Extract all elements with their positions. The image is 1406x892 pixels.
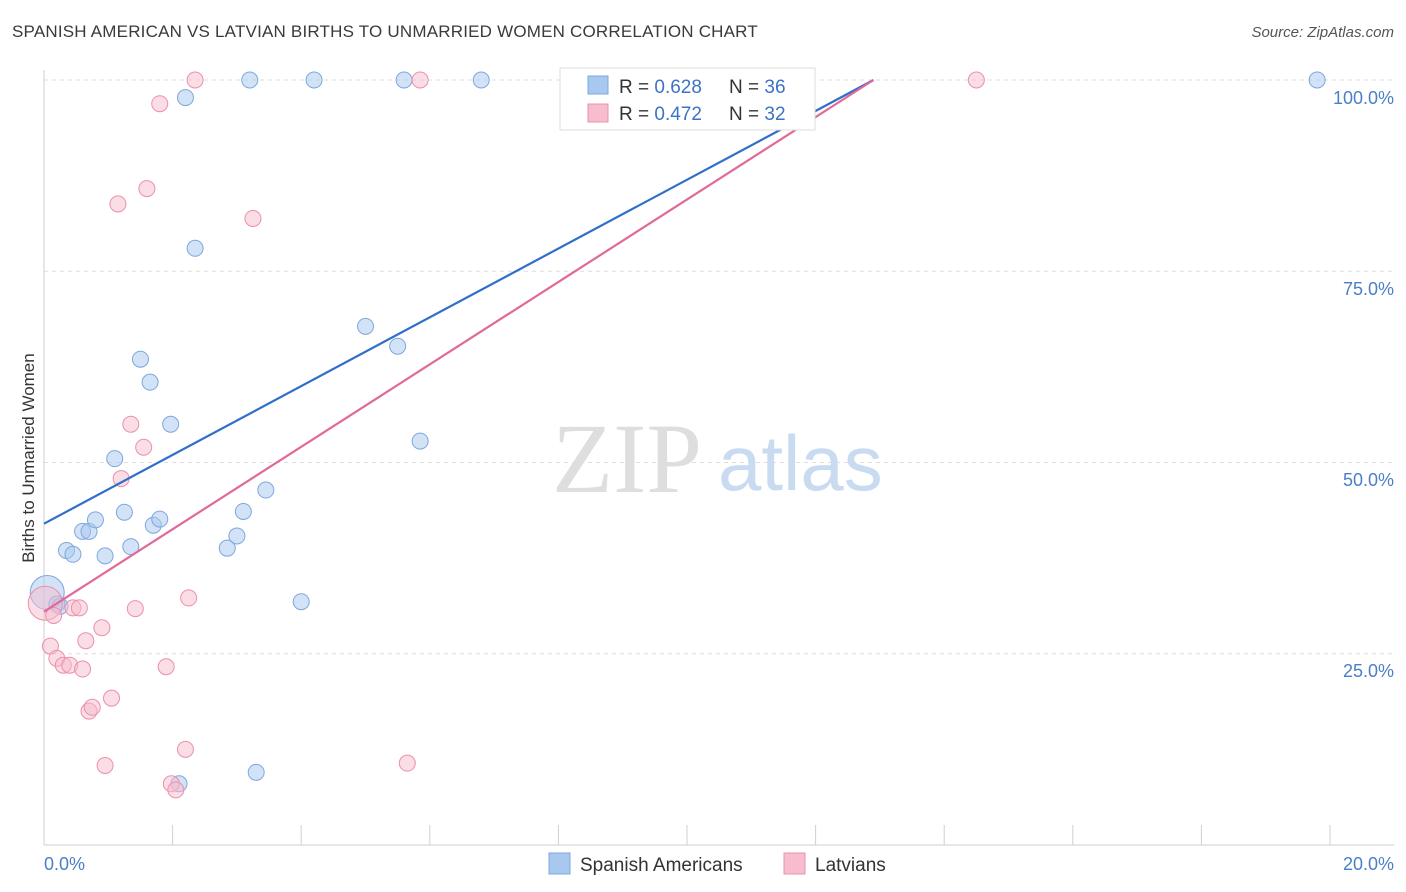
- spanish-americans-point-14: [151, 510, 169, 528]
- spanish-americans-point-29: [395, 71, 413, 89]
- spanish-americans-point-11: [131, 350, 149, 368]
- latvians-point-18: [135, 438, 153, 456]
- legend-r-value-0: 0.628: [654, 77, 702, 98]
- bottom-legend-swatch-latvians: [783, 852, 806, 875]
- x-tick-label-max: 20.0%: [1343, 854, 1394, 874]
- spanish-americans-point-17: [176, 89, 194, 107]
- latvians-point-21: [157, 658, 175, 676]
- spanish-americans-point-22: [241, 71, 259, 89]
- spanish-americans-point-30: [411, 432, 429, 450]
- y-tick-label-100: 100.0%: [1333, 88, 1394, 108]
- chart-title: SPANISH AMERICAN VS LATVIAN BIRTHS TO UN…: [12, 22, 758, 41]
- latvians-point-23: [167, 781, 185, 799]
- latvians-point-26: [186, 71, 204, 89]
- latvians-point-13: [103, 689, 121, 707]
- x-ticks: [43, 825, 1331, 845]
- svg-text:N = 32: N = 32: [729, 104, 786, 125]
- latvians-point-7: [74, 660, 92, 678]
- latvians-point-27: [244, 209, 262, 227]
- bottom-legend-label-spanish-americans: Spanish Americans: [580, 855, 743, 876]
- latvians-point-8: [77, 632, 95, 650]
- spanish-americans-point-21: [234, 502, 252, 520]
- legend-r-label-1: R =: [619, 104, 654, 125]
- legend-n-value-1: 32: [764, 104, 785, 125]
- spanish-americans-point-18: [186, 239, 204, 257]
- latvians-point-16: [122, 415, 140, 433]
- watermark-zip: ZIP: [552, 403, 702, 514]
- trend-line-latvians: [43, 79, 875, 613]
- series-latvians-points: [27, 71, 985, 799]
- legend-swatch-spanish-americans: [587, 75, 609, 95]
- series-legend: Spanish Americans Latvians: [548, 852, 886, 876]
- spanish-americans-point-19: [218, 539, 236, 557]
- legend-n-label-1: N =: [729, 104, 764, 125]
- watermark-atlas: atlas: [718, 419, 883, 507]
- legend-n-value-0: 36: [764, 77, 785, 98]
- spanish-americans-point-34: [1308, 71, 1326, 89]
- svg-text:R = 0.472: R = 0.472: [619, 104, 702, 125]
- spanish-americans-point-3: [64, 545, 82, 563]
- bottom-legend-label-latvians: Latvians: [815, 855, 886, 876]
- spanish-americans-point-26: [305, 71, 323, 89]
- y-axis-title: Births to Unmarried Women: [19, 353, 38, 562]
- y-tick-label-25: 25.0%: [1343, 661, 1394, 681]
- spanish-americans-point-28: [389, 337, 407, 355]
- svg-text:N = 36: N = 36: [729, 77, 786, 98]
- spanish-americans-point-31: [472, 71, 490, 89]
- latvians-point-24: [176, 740, 194, 758]
- legend-r-label-0: R =: [619, 77, 654, 98]
- latvians-point-14: [109, 195, 127, 213]
- legend-swatch-latvians: [587, 103, 609, 123]
- latvians-point-12: [96, 756, 114, 774]
- spanish-americans-point-6: [86, 511, 104, 529]
- latvians-point-17: [126, 600, 144, 618]
- latvians-point-11: [93, 619, 111, 637]
- spanish-americans-point-10: [122, 538, 140, 556]
- y-tick-label-75: 75.0%: [1343, 279, 1394, 299]
- latvians-point-6: [70, 599, 88, 617]
- legend-r-value-1: 0.472: [654, 104, 702, 125]
- correlation-legend: R = 0.628 N = 36 R = 0.472 N = 32: [559, 67, 816, 131]
- trend-line-spanish-americans: [43, 79, 874, 525]
- bottom-legend-swatch-spanish-americans: [548, 852, 571, 875]
- spanish-americans-point-15: [162, 415, 180, 433]
- spanish-americans-point-9: [115, 503, 133, 521]
- spanish-americans-point-8: [106, 450, 124, 468]
- spanish-americans-point-7: [96, 547, 114, 565]
- latvians-point-10: [83, 698, 101, 716]
- chart-source: Source: ZipAtlas.com: [1251, 24, 1394, 41]
- latvians-point-25: [180, 589, 198, 607]
- spanish-americans-point-24: [257, 481, 275, 499]
- spanish-americans-point-23: [247, 763, 265, 781]
- spanish-americans-point-27: [357, 317, 374, 335]
- x-tick-label-min: 0.0%: [44, 854, 85, 874]
- latvians-point-29: [411, 71, 429, 89]
- spanish-americans-point-20: [228, 527, 246, 545]
- latvians-point-31: [45, 607, 63, 624]
- legend-n-label-0: N =: [729, 77, 764, 98]
- latvians-point-30: [967, 71, 985, 89]
- spanish-americans-point-12: [141, 373, 159, 391]
- latvians-point-19: [138, 180, 156, 198]
- latvians-point-28: [398, 754, 416, 772]
- gridlines: [44, 79, 1394, 655]
- svg-text:R = 0.628: R = 0.628: [619, 77, 702, 98]
- latvians-point-20: [151, 95, 169, 113]
- y-tick-label-50: 50.0%: [1343, 470, 1394, 490]
- spanish-americans-point-25: [292, 593, 310, 611]
